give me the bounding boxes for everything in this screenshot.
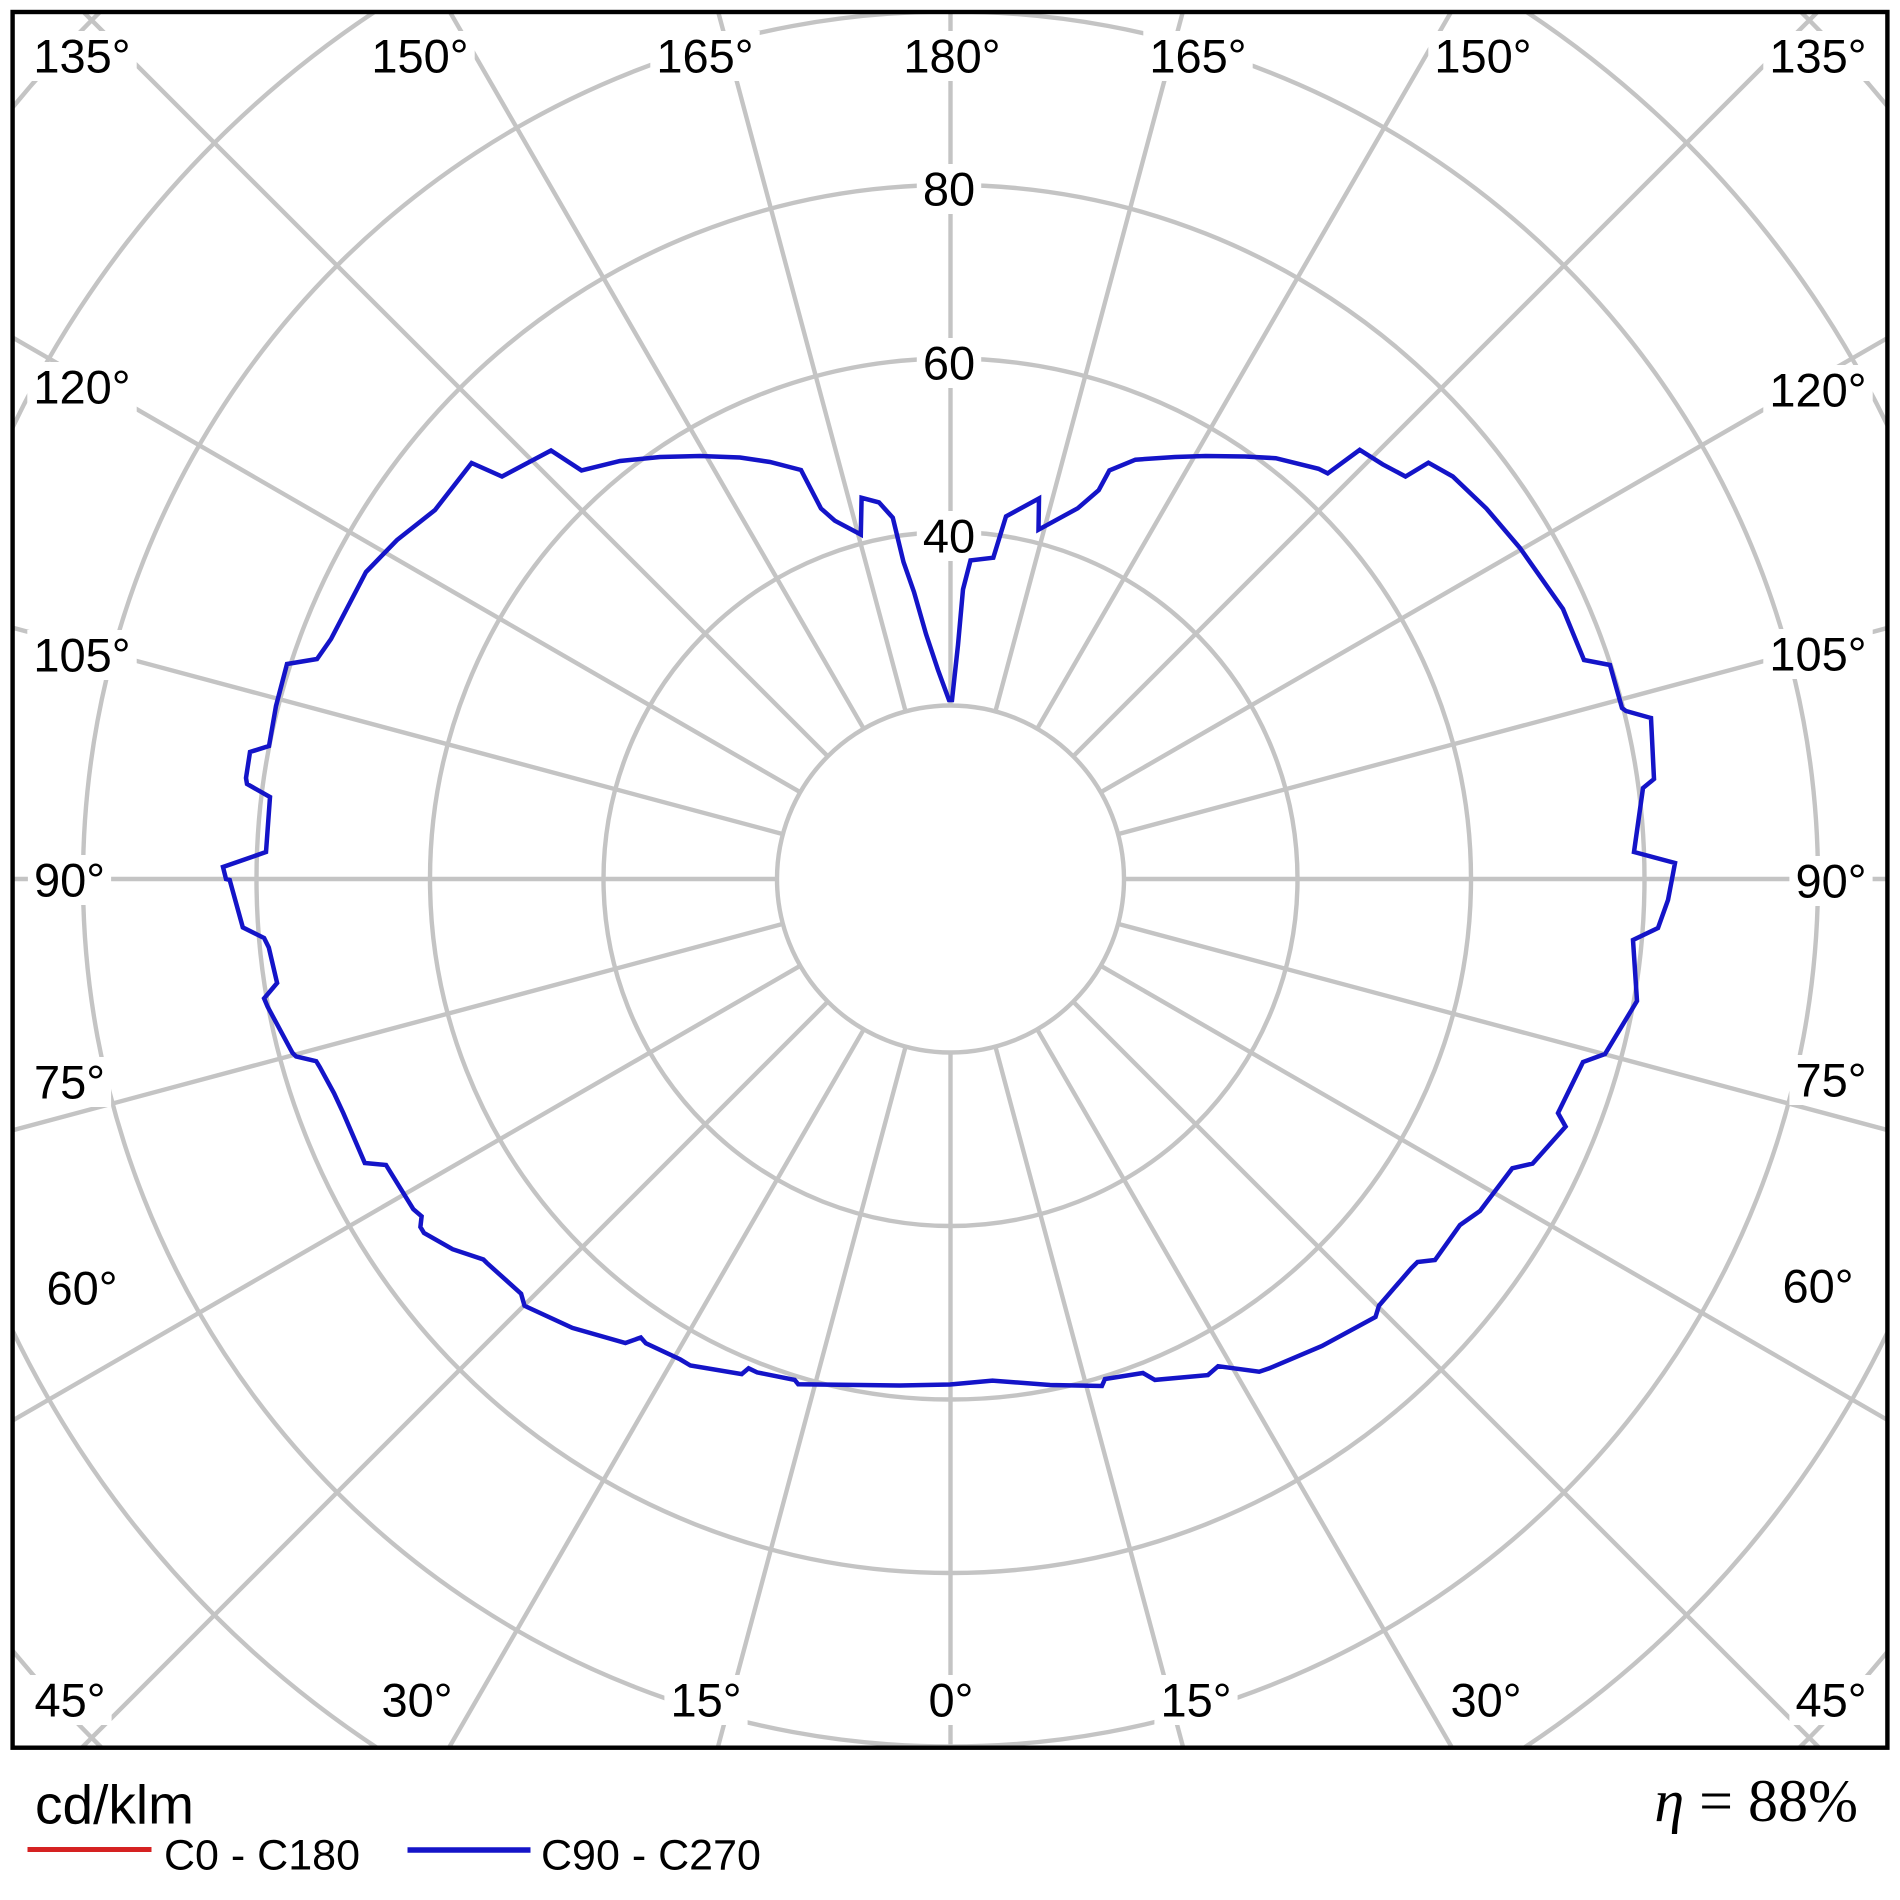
svg-text:135°: 135° [33, 30, 130, 83]
svg-text:15°: 15° [670, 1674, 741, 1727]
svg-text:cd/klm: cd/klm [35, 1774, 194, 1836]
svg-text:90°: 90° [1795, 855, 1866, 908]
svg-text:135°: 135° [1769, 30, 1866, 83]
svg-text:105°: 105° [33, 629, 130, 682]
svg-text:40: 40 [923, 510, 975, 563]
svg-text:30°: 30° [1450, 1674, 1521, 1727]
svg-text:15°: 15° [1160, 1674, 1231, 1727]
svg-text:30°: 30° [381, 1674, 452, 1727]
svg-text:80: 80 [923, 163, 975, 216]
svg-text:η = 88%: η = 88% [1654, 1768, 1858, 1834]
svg-text:60°: 60° [46, 1262, 117, 1315]
svg-text:150°: 150° [371, 30, 468, 83]
svg-text:150°: 150° [1434, 30, 1531, 83]
svg-text:C90 - C270: C90 - C270 [541, 1832, 761, 1880]
svg-text:105°: 105° [1769, 628, 1866, 681]
svg-text:90°: 90° [34, 854, 105, 907]
svg-text:120°: 120° [33, 361, 130, 414]
svg-text:60°: 60° [1782, 1260, 1853, 1313]
svg-text:120°: 120° [1769, 364, 1866, 417]
svg-text:75°: 75° [34, 1056, 105, 1109]
svg-text:0°: 0° [929, 1674, 974, 1727]
svg-text:C0 - C180: C0 - C180 [164, 1832, 360, 1880]
svg-text:45°: 45° [34, 1674, 105, 1727]
svg-text:165°: 165° [1149, 30, 1246, 83]
svg-text:45°: 45° [1795, 1674, 1866, 1727]
svg-text:180°: 180° [903, 30, 1000, 83]
svg-text:165°: 165° [656, 30, 753, 83]
svg-text:60: 60 [923, 337, 975, 390]
svg-text:75°: 75° [1795, 1054, 1866, 1107]
